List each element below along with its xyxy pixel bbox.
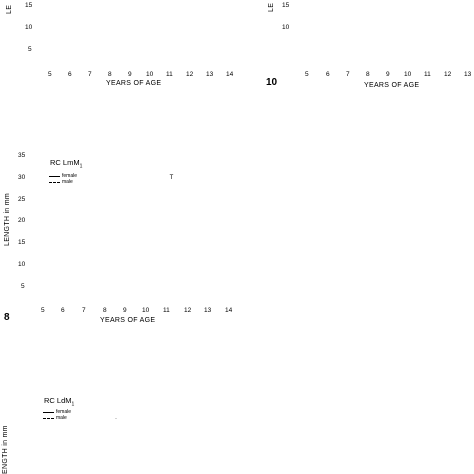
data-point: T	[170, 175, 174, 181]
x-axis-label: YEARS OF AGE	[100, 317, 156, 324]
y-tick-label: 15	[282, 2, 290, 9]
x-tick-label: 12	[184, 307, 192, 314]
panel-title-subscript: 1	[71, 401, 75, 408]
plot-mark: ·	[115, 416, 117, 422]
legend-male-swatch	[49, 182, 60, 183]
x-tick-label: 10	[142, 307, 150, 314]
x-tick-label: 5	[41, 307, 45, 314]
x-tick-label: 13	[464, 71, 472, 78]
y-tick-label: 5	[21, 283, 25, 290]
legend-female-swatch	[43, 412, 54, 413]
x-tick-label: 6	[61, 307, 65, 314]
panel-title-subscript: 1	[79, 163, 83, 170]
panel-title-text: RC LdM	[44, 396, 72, 405]
legend-female-swatch	[49, 176, 60, 177]
figure-number: 8	[4, 312, 10, 323]
panel-title: RC LmM1	[50, 158, 82, 170]
legend-male-swatch	[43, 418, 54, 419]
x-tick-label: 14	[225, 307, 233, 314]
y-tick-label: 10	[25, 24, 33, 31]
x-tick-label: 10	[146, 71, 154, 78]
x-tick-label: 6	[68, 71, 72, 78]
panel-title-text: RC LmM	[50, 158, 80, 167]
y-tick-label: 10	[18, 261, 26, 268]
x-axis-label: YEARS OF AGE	[106, 80, 162, 87]
legend-male-label: male	[56, 415, 67, 421]
x-tick-label: 9	[386, 71, 390, 78]
y-tick-label: 15	[18, 239, 26, 246]
x-tick-label: 12	[444, 71, 452, 78]
x-axis-label: YEARS OF AGE	[364, 82, 420, 89]
x-tick-label: 7	[88, 71, 92, 78]
x-tick-label: 14	[226, 71, 234, 78]
x-tick-label: 11	[163, 307, 170, 314]
y-tick-label: 10	[282, 24, 290, 31]
x-tick-label: 6	[326, 71, 330, 78]
x-tick-label: 7	[346, 71, 350, 78]
y-tick-label: 5	[28, 46, 32, 53]
x-tick-label: 13	[206, 71, 214, 78]
legend-female-label: female	[56, 409, 72, 415]
y-tick-label: 25	[18, 196, 26, 203]
y-tick-label: 35	[18, 152, 26, 159]
x-tick-label: 5	[305, 71, 309, 78]
x-tick-label: 12	[186, 71, 194, 78]
x-tick-label: 7	[82, 307, 86, 314]
x-tick-label: 9	[123, 307, 127, 314]
x-tick-label: 9	[128, 71, 132, 78]
x-tick-label: 11	[166, 71, 173, 78]
y-tick-label: 20	[18, 217, 26, 224]
x-tick-label: 13	[204, 307, 212, 314]
y-tick-label: 30	[18, 174, 26, 181]
x-tick-label: 11	[424, 71, 431, 78]
x-tick-label: 8	[366, 71, 370, 78]
legend-female-label: female	[62, 173, 78, 179]
legend-male-label: male	[62, 179, 73, 185]
x-tick-label: 5	[48, 71, 52, 78]
y-axis-label: ENGTH in mm	[2, 425, 9, 474]
x-tick-label: 8	[108, 71, 112, 78]
x-tick-label: 8	[103, 307, 107, 314]
x-tick-label: 10	[404, 71, 412, 78]
figure-number: 10	[266, 77, 278, 88]
panel-title: RC LdM1	[44, 396, 74, 408]
y-tick-label: 15	[25, 2, 33, 9]
